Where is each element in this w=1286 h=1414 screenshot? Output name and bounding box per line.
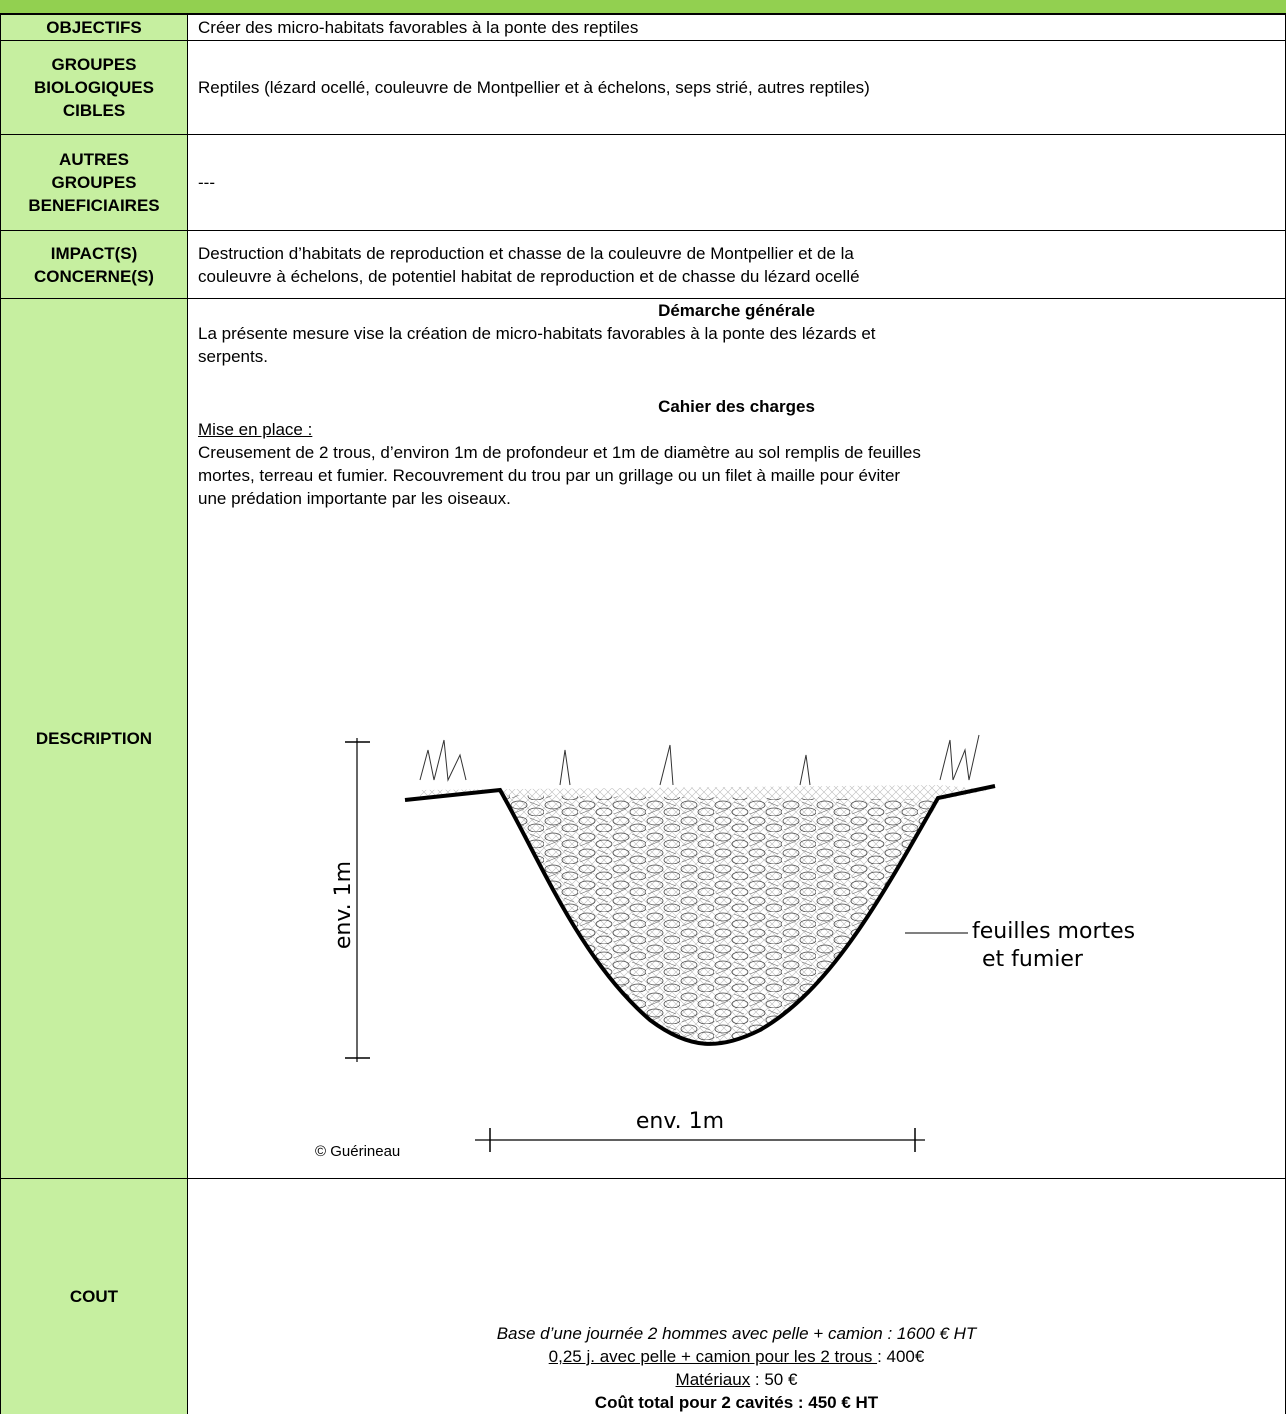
heading: Démarche générale	[658, 301, 815, 320]
cost-line: 0,25 j. avec pelle + camion pour les 2 t…	[198, 1345, 1275, 1368]
text-line: Destruction d’habitats de reproduction e…	[198, 243, 854, 263]
cost-cell: Base d’une journée 2 hommes avec pelle +…	[187, 1178, 1286, 1414]
label-line: IMPACT(S)	[50, 243, 138, 263]
cost-text: : 50 €	[750, 1370, 798, 1389]
table-row: GROUPES BIOLOGIQUES CIBLES Reptiles (lézard…	[0, 40, 1286, 135]
text-line: une prédation importante par les oiseaux…	[198, 489, 511, 508]
cost-line: Base d’une journée 2 hommes avec pelle +…	[496, 1324, 977, 1343]
row-label: DESCRIPTION	[0, 298, 188, 1179]
row-text: Destruction d’habitats de reproduction e…	[187, 230, 1286, 299]
text-line: Créer des micro-habitats favorables à la…	[198, 18, 639, 37]
underlined: 0,25 j. avec pelle + camion pour les 2 t…	[548, 1347, 878, 1366]
label-line: BENEFICIAIRES	[28, 196, 160, 215]
table-row: OBJECTIFS Créer des micro-habitats favora…	[0, 14, 1286, 41]
label-line: GROUPES	[51, 55, 137, 74]
row-label: IMPACT(S) CONCERNE(S)	[0, 230, 188, 299]
row-label: GROUPES BIOLOGIQUES CIBLES	[0, 40, 188, 135]
row-label: COUT	[0, 1178, 188, 1414]
label-line: OBJECTIFS	[46, 18, 142, 37]
table-row: AUTRES GROUPES BENEFICIAIRES ---	[0, 134, 1286, 231]
row-text: ---	[187, 134, 1286, 231]
text-line: couleuvre à échelons, de potentiel habit…	[198, 266, 860, 286]
cost-total: Coût total pour 2 cavités : 450 € HT	[594, 1393, 879, 1412]
label-line: BIOLOGIQUES	[34, 78, 154, 97]
width-label: env. 1m	[636, 1109, 724, 1134]
label-line: CONCERNE(S)	[34, 266, 154, 286]
fill-label: et fumier	[982, 947, 1084, 972]
row-text: Créer des micro-habitats favorables à la…	[187, 14, 1286, 41]
label-line: GROUPES	[51, 173, 137, 192]
header-bar	[0, 0, 1286, 14]
text-line: mortes, terreau et fumier. Recouvrement …	[198, 466, 901, 485]
text-line: Reptiles (lézard ocellé, couleuvre de Mo…	[198, 78, 870, 97]
depth-label: env. 1m	[331, 861, 356, 949]
cost-line: Matériaux : 50 €	[198, 1368, 1275, 1391]
text-line: serpents.	[198, 347, 268, 366]
credit: © Guérineau	[315, 1143, 400, 1160]
text-line: La présente mesure vise la création de m…	[198, 324, 876, 343]
label-line: AUTRES	[59, 150, 129, 169]
text-line: Creusement de 2 trous, d’environ 1m de p…	[198, 443, 921, 462]
underlined: Matériaux	[675, 1370, 751, 1389]
heading: Cahier des charges	[658, 397, 815, 416]
table-row: COUT Base d’une journée 2 hommes avec pel…	[0, 1178, 1286, 1414]
text-line: ---	[198, 173, 215, 192]
label-line: CIBLES	[62, 101, 126, 120]
table-row: IMPACT(S) CONCERNE(S) Destruction d’habita…	[0, 230, 1286, 299]
cost-text: : 400€	[877, 1347, 925, 1366]
subheading: Mise en place :	[198, 420, 313, 439]
fill-label: feuilles mortes	[972, 919, 1135, 944]
row-label: OBJECTIFS	[0, 14, 188, 41]
